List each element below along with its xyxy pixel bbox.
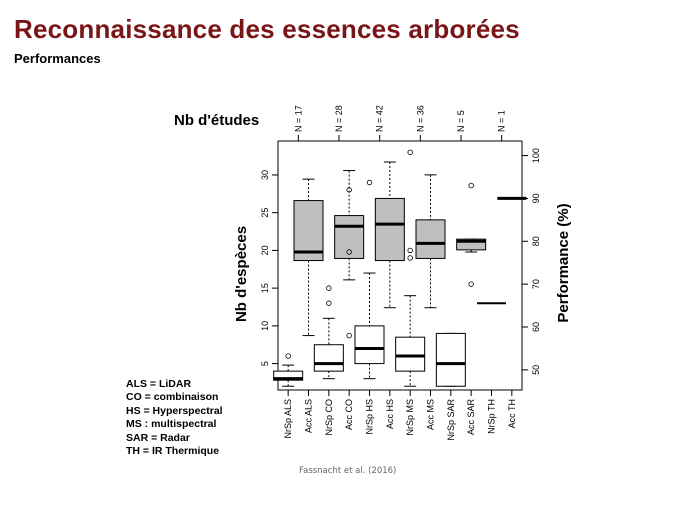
category-label: NrSp HS xyxy=(365,399,375,435)
category-label: NrSp SAR xyxy=(446,399,456,441)
legend-item: HS = Hyperspectral xyxy=(126,404,223,417)
outlier-point xyxy=(346,332,352,339)
slide-title: Reconnaissance des essences arborées xyxy=(14,14,520,44)
right-axis-tick-label: 100 xyxy=(531,148,541,163)
legend-item: MS : multispectral xyxy=(126,418,217,431)
outlier-point xyxy=(285,353,291,359)
slide-subtitle: Performances xyxy=(14,51,101,66)
left-axis-tick-label: 15 xyxy=(260,283,270,293)
legend-item: CO = combinaison xyxy=(126,391,219,404)
category-label: NrSp MS xyxy=(405,399,415,436)
category-label: NrSp TH xyxy=(487,399,497,434)
group-count-label: N = 36 xyxy=(415,105,425,132)
box-body xyxy=(395,336,426,372)
category-label: Acc MS xyxy=(426,399,436,430)
outlier-point xyxy=(346,187,352,193)
category-label: NrSp ALS xyxy=(283,399,293,439)
category-label: Acc SAR xyxy=(466,399,476,436)
box-body xyxy=(354,325,385,365)
outlier-point xyxy=(468,182,474,189)
left-axis-tick-label: 20 xyxy=(260,245,270,255)
plot-frame xyxy=(277,140,523,391)
box-body xyxy=(456,238,487,251)
box-body xyxy=(435,332,466,387)
legend-item: SAR = Radar xyxy=(126,431,190,444)
group-count-label: N = 28 xyxy=(334,105,344,132)
left-axis-tick-label: 5 xyxy=(260,361,270,366)
right-axis-tick-label: 70 xyxy=(531,279,541,289)
left-axis-title: Nb d'espèces xyxy=(233,226,250,322)
category-label: Acc HS xyxy=(385,399,395,429)
outlier-point xyxy=(468,281,474,287)
category-label: Acc CO xyxy=(344,399,354,430)
abbreviation-legend: ALS = LiDAR CO = combinaison HS = Hypers… xyxy=(126,378,223,458)
outlier-point xyxy=(326,300,332,306)
group-count-label: N = 1 xyxy=(497,110,507,132)
outlier-point xyxy=(346,249,352,255)
left-axis-tick-label: 10 xyxy=(260,321,270,331)
outlier-point xyxy=(407,247,413,254)
right-axis-tick-label: 50 xyxy=(531,365,541,375)
right-axis-tick-label: 90 xyxy=(531,193,541,203)
box-body xyxy=(415,219,446,259)
category-label: NrSp CO xyxy=(324,399,334,436)
outlier-point xyxy=(407,149,413,156)
legend-item: ALS = LiDAR xyxy=(126,378,192,390)
outlier-point xyxy=(326,285,332,291)
box-body xyxy=(313,344,344,372)
top-axis-title: Nb d'études xyxy=(174,112,259,129)
right-axis-tick-label: 60 xyxy=(531,322,541,332)
group-count-label: N = 42 xyxy=(375,105,385,132)
citation: Fassnacht et al. (2016) xyxy=(299,466,397,476)
box-body xyxy=(374,197,405,262)
right-axis-title: Performance (%) xyxy=(555,203,572,322)
outlier-point xyxy=(366,179,373,186)
outlier-point xyxy=(407,255,413,261)
right-axis-tick-label: 80 xyxy=(531,236,541,246)
box-body xyxy=(273,370,304,381)
category-label: Acc TH xyxy=(507,399,517,428)
left-axis-tick-label: 30 xyxy=(260,170,270,180)
group-count-label: N = 5 xyxy=(456,110,466,132)
box-body xyxy=(334,215,365,259)
category-label: Acc ALS xyxy=(304,399,314,433)
left-axis-tick-label: 25 xyxy=(260,208,270,218)
group-count-label: N = 17 xyxy=(293,105,303,132)
legend-item: TH = IR Thermique xyxy=(126,445,220,458)
